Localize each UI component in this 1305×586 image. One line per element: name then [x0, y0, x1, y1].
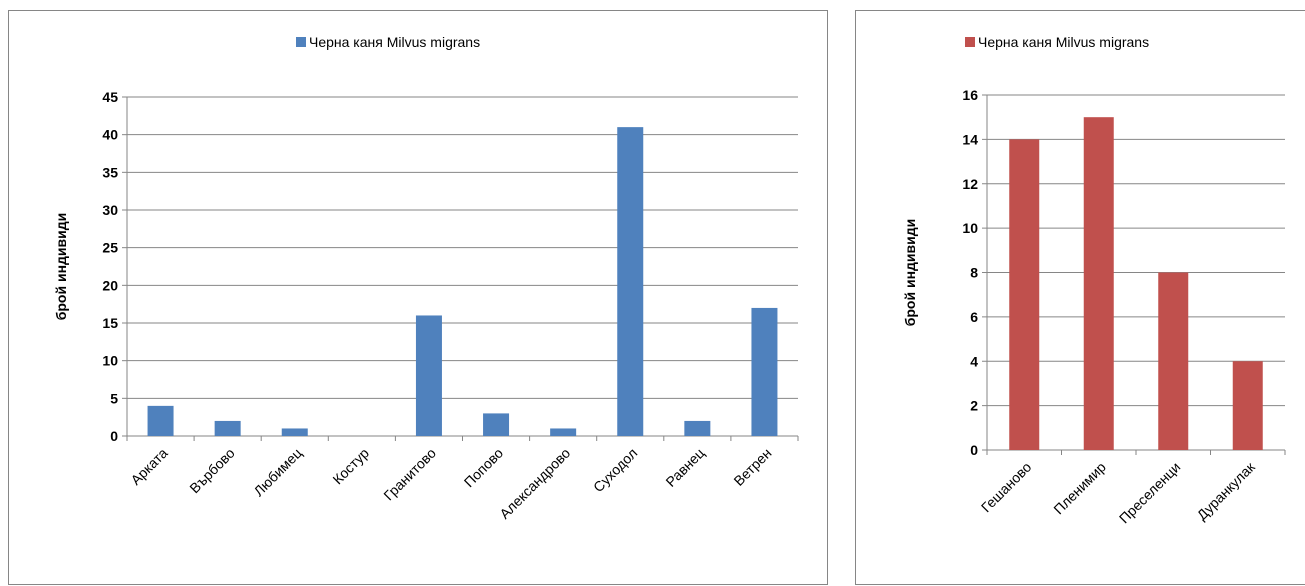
bar-Гешаново [1009, 139, 1039, 450]
y-tick-label: 35 [102, 164, 118, 180]
bar-Дуранкулак [1233, 361, 1263, 450]
y-tick-label: 15 [102, 315, 118, 331]
y-tick-label: 25 [102, 240, 118, 256]
x-tick-label: Гранитово [380, 445, 439, 504]
y-axis-title: брой индивиди [53, 213, 69, 321]
y-tick-label: 0 [110, 428, 118, 444]
bar-Любимец [282, 428, 308, 436]
bar-Върбово [215, 421, 241, 436]
y-axis-title: брой индивиди [902, 219, 918, 327]
legend-swatch [965, 37, 975, 47]
y-tick-label: 45 [102, 89, 118, 105]
x-tick-label: Попово [461, 445, 507, 491]
y-tick-label: 6 [970, 309, 978, 325]
bar-Гранитово [416, 315, 442, 436]
x-tick-label: Гешаново [978, 459, 1035, 516]
x-tick-label: Костур [329, 445, 372, 488]
bar-chart-left: 0 5 10 15 20 25 30 35 40 45 Арката Върбово Любимец Ко… [9, 11, 829, 586]
y-tick-label: 2 [970, 398, 978, 414]
x-tick-label: Суходол [590, 445, 640, 495]
y-tick-label: 10 [962, 220, 978, 236]
x-tick-label: Равнец [662, 445, 707, 490]
bar-chart-right: 0 2 4 6 8 10 12 14 16 Гешаново Пленимир Преселенци Д… [856, 11, 1305, 586]
y-tick-label: 8 [970, 265, 978, 281]
bar-Ветрен [751, 308, 777, 436]
y-tick-label: 20 [102, 277, 118, 293]
bar-Попово [483, 413, 509, 436]
bar-Арката [148, 406, 174, 436]
y-tick-label: 0 [970, 442, 978, 458]
y-tick-label: 16 [962, 87, 978, 103]
y-tick-label: 4 [970, 353, 978, 369]
legend: Черна каня Milvus migrans [965, 34, 1149, 50]
chart-panel-right: 0 2 4 6 8 10 12 14 16 Гешаново Пленимир Преселенци Д… [855, 10, 1305, 585]
x-tick-label: Александрово [496, 445, 573, 522]
y-tick-label: 30 [102, 202, 118, 218]
chart-panel-left: 0 5 10 15 20 25 30 35 40 45 Арката Върбово Любимец Ко… [8, 10, 828, 585]
legend-label: Черна каня Milvus migrans [978, 34, 1149, 50]
legend-swatch [296, 37, 306, 47]
legend-label: Черна каня Milvus migrans [309, 34, 480, 50]
bar-Преселенци [1158, 273, 1188, 451]
legend: Черна каня Milvus migrans [296, 34, 480, 50]
bar-Равнец [684, 421, 710, 436]
y-tick-label: 40 [102, 127, 118, 143]
x-tick-label: Дуранкулак [1194, 458, 1259, 523]
y-tick-label: 12 [962, 176, 978, 192]
bar-Александрово [550, 428, 576, 436]
y-tick-label: 14 [962, 131, 978, 147]
x-tick-label: Любимец [250, 445, 304, 499]
bar-Суходол [617, 127, 643, 436]
x-tick-label: Върбово [186, 445, 238, 497]
bar-Пленимир [1084, 117, 1114, 450]
x-tick-label: Пленимир [1050, 459, 1109, 518]
y-tick-label: 10 [102, 353, 118, 369]
x-tick-label: Преселенци [1116, 459, 1184, 527]
y-tick-label: 5 [110, 390, 118, 406]
x-tick-label: Ветрен [730, 445, 774, 489]
x-tick-label: Арката [127, 445, 170, 488]
